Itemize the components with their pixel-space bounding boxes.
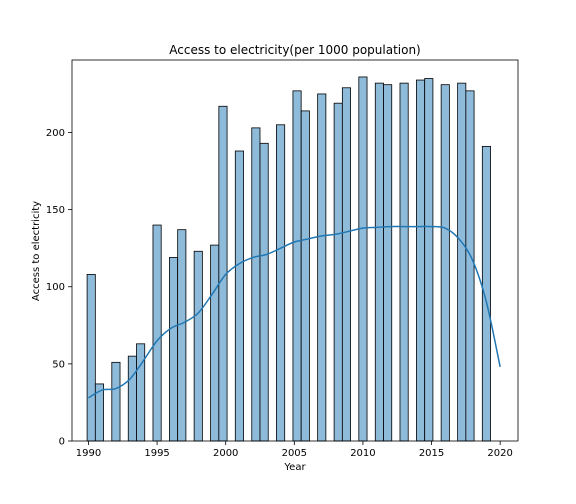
bar-25 [424, 78, 434, 442]
x-axis-label: Year [283, 462, 306, 473]
bar-12 [251, 127, 261, 442]
bar-9 [210, 244, 220, 442]
bar-5 [152, 224, 162, 442]
x-tick-label-1995: 1995 [144, 448, 169, 459]
bar-13 [259, 142, 269, 442]
bar-3 [127, 355, 137, 442]
y-tick-label-50: 50 [52, 359, 65, 370]
bar-4 [136, 343, 146, 442]
bar-11 [234, 150, 244, 442]
x-tick-label-2015: 2015 [419, 448, 444, 459]
bar-0 [86, 274, 96, 442]
bar-23 [399, 82, 409, 442]
bar-17 [317, 93, 327, 442]
chart-title: Access to electricity(per 1000 populatio… [169, 43, 420, 57]
bar-19 [341, 87, 351, 442]
bar-20 [358, 76, 368, 442]
bar-15 [292, 90, 302, 442]
bar-28 [465, 90, 475, 442]
bar-27 [457, 82, 467, 442]
bar-16 [300, 110, 310, 442]
axes-frame [71, 59, 519, 442]
bar-24 [416, 79, 426, 442]
bar-14 [276, 124, 286, 442]
x-tick-label-2005: 2005 [282, 448, 307, 459]
y-tick-label-200: 200 [46, 128, 65, 139]
x-tick-label-2020: 2020 [487, 448, 512, 459]
bar-22 [383, 84, 393, 442]
bar-2 [111, 361, 121, 442]
bar-7 [177, 229, 187, 442]
bar-8 [193, 250, 203, 442]
bar-21 [374, 82, 384, 442]
x-tick-label-1990: 1990 [76, 448, 101, 459]
bar-6 [169, 257, 179, 442]
y-axis-ticks: 0 50 100 150 200 [46, 128, 72, 448]
y-tick-label-0: 0 [59, 437, 65, 448]
y-axis-label: Access to electricity [31, 201, 42, 301]
bar-26 [440, 84, 450, 442]
kde-line [88, 225, 501, 399]
y-tick-label-100: 100 [46, 282, 65, 293]
plot-area [71, 59, 519, 442]
x-tick-label-2010: 2010 [350, 448, 375, 459]
bar-18 [333, 102, 343, 442]
y-tick-label-150: 150 [46, 205, 65, 216]
x-axis-ticks: 1990 1995 2000 2005 2010 2015 2020 [76, 441, 513, 459]
x-tick-label-2000: 2000 [213, 448, 238, 459]
bars-group [86, 76, 491, 442]
